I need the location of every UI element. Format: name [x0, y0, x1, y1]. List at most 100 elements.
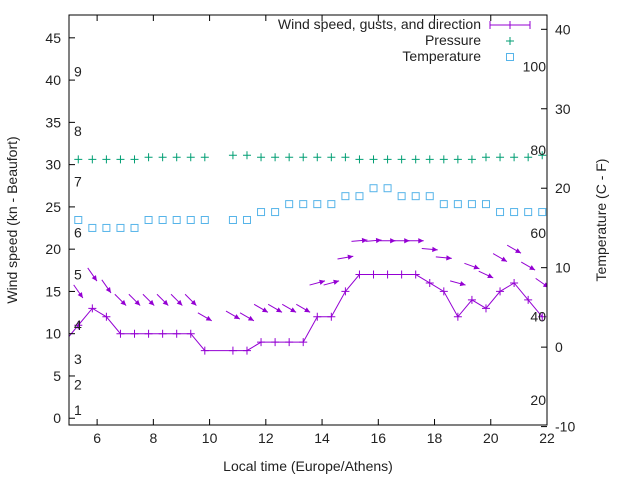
wind-direction-arrow-head: [459, 281, 466, 287]
fahrenheit-label: 60: [530, 225, 546, 241]
pressure-point: [200, 153, 209, 162]
temperature-point: [524, 208, 533, 217]
wind-direction-arrow: [184, 293, 197, 306]
wind-speed-point: [271, 338, 280, 347]
temperature-point: [74, 216, 83, 224]
temperature-point: [510, 208, 519, 217]
temperature-point: [538, 208, 547, 217]
temperature-point: [467, 200, 476, 209]
wind-direction-arrow-head: [304, 307, 311, 313]
pressure-point: [285, 153, 294, 162]
wind-direction-arrow: [156, 293, 169, 306]
legend-label-wind: Wind speed, gusts, and direction: [278, 16, 481, 32]
pressure-point: [158, 153, 167, 162]
y-tick-label: 5: [53, 368, 61, 384]
pressure-point: [453, 155, 462, 164]
wind-direction-arrow: [450, 280, 466, 287]
pressure-point: [538, 151, 547, 160]
temperature-point: [453, 200, 462, 209]
wind-speed-point: [538, 312, 547, 321]
wind-speed-point: [242, 346, 251, 355]
wind-direction-arrow: [101, 279, 112, 294]
legend-pressure-point: [506, 37, 514, 45]
wind-direction-arrow: [506, 244, 522, 254]
wind-direction-arrow: [421, 246, 438, 252]
wind-direction-arrow-head: [515, 248, 522, 254]
wind-direction-arrow: [197, 312, 212, 322]
wind-speed-point: [341, 287, 350, 296]
temperature-point: [88, 223, 97, 232]
beaufort-label: 1: [74, 402, 82, 418]
temperature-point: [425, 192, 434, 201]
temperature-point: [130, 223, 139, 232]
wind-direction-arrow-head: [432, 246, 438, 252]
beaufort-label: 8: [74, 123, 82, 139]
pressure-point: [341, 153, 350, 162]
temperature-point: [186, 216, 195, 224]
temperature-point: [257, 208, 266, 217]
wind-direction-arrow: [296, 303, 311, 313]
x-tick-label: 20: [483, 430, 499, 446]
beaufort-label: 2: [74, 376, 82, 392]
wind-direction-arrow-head: [120, 299, 127, 306]
wind-direction-arrow: [520, 261, 536, 271]
temperature-point: [172, 216, 181, 224]
legend: Wind speed, gusts, and direction Pressur…: [278, 16, 531, 64]
wind-speed-point: [102, 312, 111, 321]
wind-direction-arrow-head: [500, 256, 507, 262]
pressure-point: [172, 153, 181, 162]
wind-speed-point: [158, 329, 167, 338]
wind-direction-arrow: [128, 293, 141, 306]
temperature-point: [411, 192, 420, 201]
wind-direction-arrow: [407, 238, 424, 244]
y2-tick-label: 20: [555, 180, 571, 196]
wind-direction-arrow-head: [134, 299, 141, 306]
temperature-point: [299, 200, 308, 209]
pressure-point: [228, 151, 237, 160]
pressure-point: [88, 155, 97, 164]
fahrenheit-label: 80: [530, 142, 546, 158]
temperature-point: [158, 216, 167, 224]
temperature-point: [369, 184, 378, 193]
x-tick-label: 22: [539, 430, 555, 446]
y2-tick-label: -10: [555, 419, 575, 435]
beaufort-label: 6: [74, 224, 82, 240]
wind-direction-arrow-head: [529, 265, 536, 271]
pressure-point: [186, 153, 195, 162]
wind-speed-point: [257, 338, 266, 347]
y-tick-label: 10: [45, 326, 61, 342]
x-tick-label: 10: [202, 430, 218, 446]
temperature-point: [383, 184, 392, 193]
temperature-point: [228, 216, 237, 224]
wind-direction-arrow-head: [375, 237, 382, 244]
x-tick-label: 8: [149, 430, 157, 446]
wind-speed-point: [397, 270, 406, 279]
wind-direction-arrow-head: [542, 282, 547, 288]
wind-direction-arrow: [225, 310, 241, 320]
wind-direction-arrow-head: [418, 238, 424, 244]
wind-direction-arrow: [492, 253, 508, 263]
y-tick-label: 45: [45, 30, 61, 46]
beaufort-label: 7: [74, 174, 82, 190]
wind-direction-arrow-head: [404, 238, 410, 244]
wind-speed-point: [510, 278, 519, 287]
fahrenheit-label: 100: [523, 58, 547, 74]
wind-speed-point: [285, 338, 294, 347]
wind-direction-arrow-head: [190, 299, 197, 306]
wind-direction-arrow-head: [77, 292, 83, 298]
wind-speed-point: [524, 295, 533, 304]
beaufort-label: 5: [74, 267, 82, 283]
wind-direction-arrow-head: [247, 315, 254, 321]
pressure-point: [130, 155, 139, 164]
temperature-point: [116, 223, 125, 232]
wind-speed-point: [186, 329, 195, 338]
pressure-point: [481, 153, 490, 162]
wind-direction-arrow-head: [91, 275, 97, 282]
y2-tick-label: 40: [555, 21, 571, 37]
wind-direction-arrow-head: [176, 299, 183, 306]
wind-direction-arrow-head: [233, 314, 240, 320]
wind-speed-point: [355, 270, 364, 279]
temperature-point: [481, 200, 490, 209]
pressure-point: [242, 151, 251, 160]
